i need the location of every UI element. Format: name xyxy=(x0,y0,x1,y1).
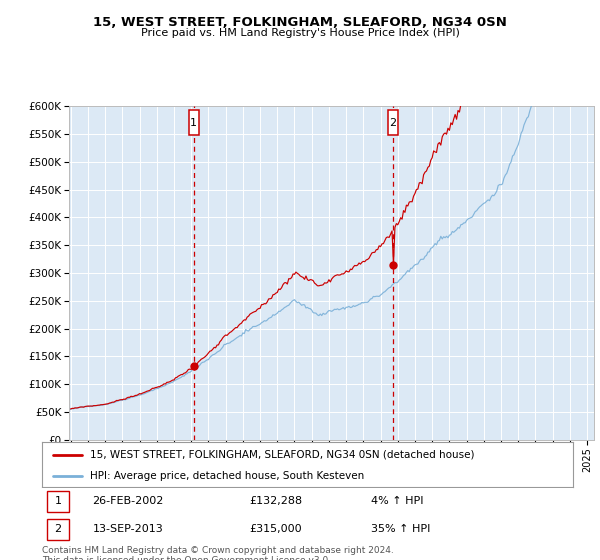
FancyBboxPatch shape xyxy=(47,519,68,540)
Text: 35% ↑ HPI: 35% ↑ HPI xyxy=(371,524,431,534)
Text: 15, WEST STREET, FOLKINGHAM, SLEAFORD, NG34 0SN (detached house): 15, WEST STREET, FOLKINGHAM, SLEAFORD, N… xyxy=(90,450,474,460)
Text: £132,288: £132,288 xyxy=(249,496,302,506)
Text: Price paid vs. HM Land Registry's House Price Index (HPI): Price paid vs. HM Land Registry's House … xyxy=(140,28,460,38)
Text: 2: 2 xyxy=(55,524,61,534)
FancyBboxPatch shape xyxy=(388,110,398,135)
Text: 13-SEP-2013: 13-SEP-2013 xyxy=(92,524,163,534)
Text: 4% ↑ HPI: 4% ↑ HPI xyxy=(371,496,424,506)
Text: Contains HM Land Registry data © Crown copyright and database right 2024.
This d: Contains HM Land Registry data © Crown c… xyxy=(42,546,394,560)
Text: 15, WEST STREET, FOLKINGHAM, SLEAFORD, NG34 0SN: 15, WEST STREET, FOLKINGHAM, SLEAFORD, N… xyxy=(93,16,507,29)
Text: 26-FEB-2002: 26-FEB-2002 xyxy=(92,496,164,506)
Text: HPI: Average price, detached house, South Kesteven: HPI: Average price, detached house, Sout… xyxy=(90,471,364,481)
Text: 2: 2 xyxy=(389,118,397,128)
Text: 1: 1 xyxy=(55,496,61,506)
Text: £315,000: £315,000 xyxy=(249,524,302,534)
FancyBboxPatch shape xyxy=(47,491,68,512)
FancyBboxPatch shape xyxy=(188,110,199,135)
Text: 1: 1 xyxy=(190,118,197,128)
